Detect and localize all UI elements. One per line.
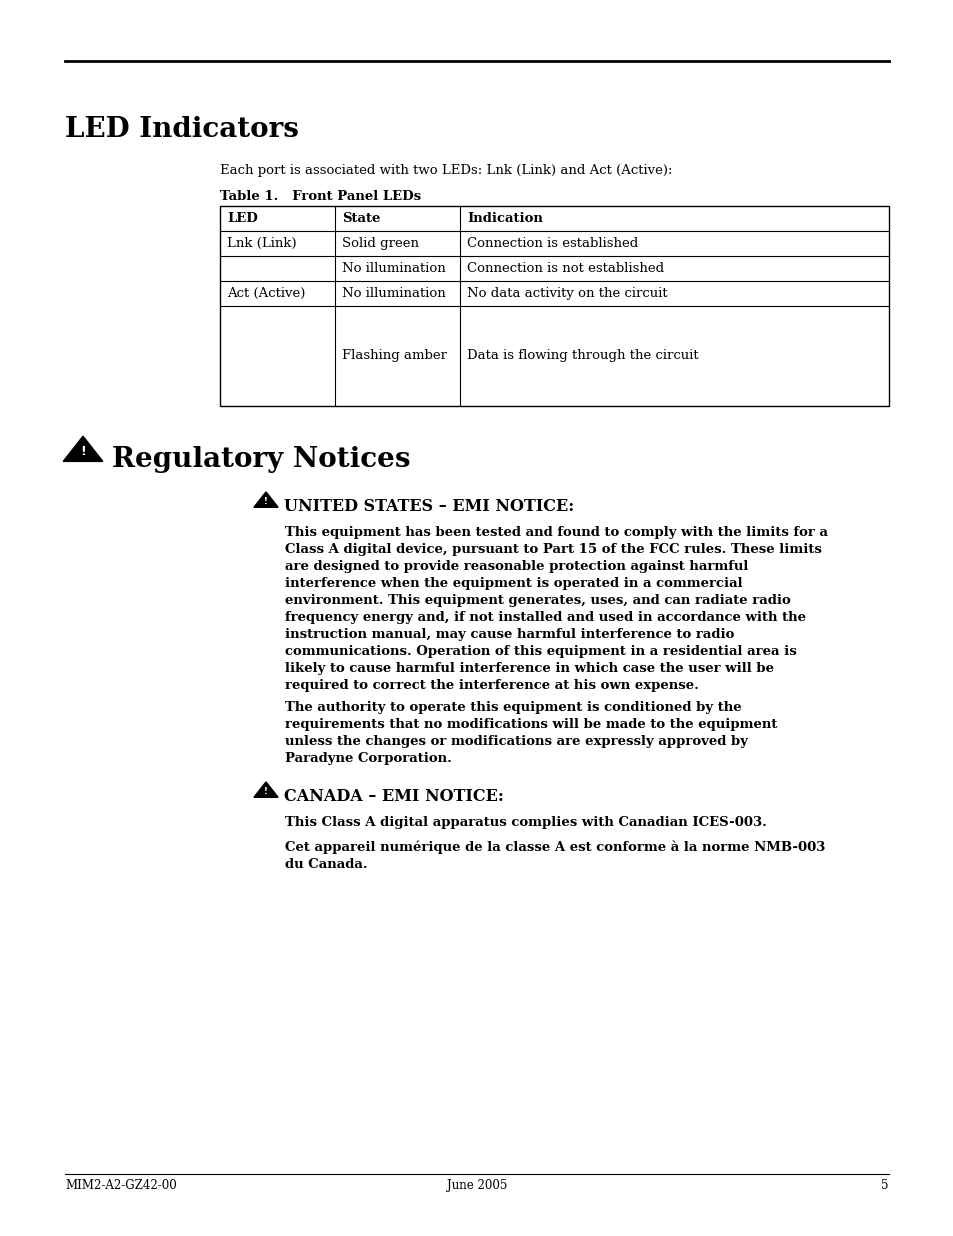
Text: Act (Active): Act (Active)	[227, 287, 305, 300]
Text: LED Indicators: LED Indicators	[65, 116, 298, 143]
Text: !: !	[80, 445, 86, 459]
Text: Indication: Indication	[467, 213, 542, 225]
Text: Solid green: Solid green	[341, 237, 418, 250]
Text: interference when the equipment is operated in a commercial: interference when the equipment is opera…	[285, 577, 741, 590]
Text: requirements that no modifications will be made to the equipment: requirements that no modifications will …	[285, 718, 777, 730]
Text: environment. This equipment generates, uses, and can radiate radio: environment. This equipment generates, u…	[285, 595, 790, 607]
Text: The authority to operate this equipment is conditioned by the: The authority to operate this equipment …	[285, 701, 740, 714]
Text: Regulatory Notices: Regulatory Notices	[112, 446, 410, 473]
Text: No illumination: No illumination	[341, 262, 445, 274]
Text: Class A digital device, pursuant to Part 15 of the FCC rules. These limits: Class A digital device, pursuant to Part…	[285, 543, 821, 556]
Text: Table 1.   Front Panel LEDs: Table 1. Front Panel LEDs	[220, 190, 420, 203]
Text: No data activity on the circuit: No data activity on the circuit	[467, 287, 667, 300]
Text: Each port is associated with two LEDs: Lnk (Link) and Act (Active):: Each port is associated with two LEDs: L…	[220, 164, 672, 177]
Text: required to correct the interference at his own expense.: required to correct the interference at …	[285, 679, 699, 692]
Text: Connection is established: Connection is established	[467, 237, 638, 250]
Text: likely to cause harmful interference in which case the user will be: likely to cause harmful interference in …	[285, 662, 773, 675]
Polygon shape	[63, 436, 103, 461]
Text: No illumination: No illumination	[341, 287, 445, 300]
Text: !: !	[264, 497, 268, 506]
Text: June 2005: June 2005	[446, 1179, 507, 1192]
Text: CANADA – EMI NOTICE:: CANADA – EMI NOTICE:	[283, 789, 503, 805]
Text: Cet appareil numérique de la classe A est conforme à la norme NMB-003: Cet appareil numérique de la classe A es…	[285, 840, 824, 854]
Text: du Canada.: du Canada.	[285, 858, 367, 871]
Text: Connection is not established: Connection is not established	[467, 262, 663, 274]
Polygon shape	[253, 492, 278, 507]
Text: This equipment has been tested and found to comply with the limits for a: This equipment has been tested and found…	[285, 527, 827, 539]
Text: MIM2-A2-GZ42-00: MIM2-A2-GZ42-00	[65, 1179, 176, 1192]
Text: UNITED STATES – EMI NOTICE:: UNITED STATES – EMI NOTICE:	[283, 498, 574, 515]
Text: Data is flowing through the circuit: Data is flowing through the circuit	[467, 350, 698, 362]
Text: unless the changes or modifications are expressly approved by: unless the changes or modifications are …	[285, 735, 747, 748]
Text: State: State	[341, 213, 380, 225]
Text: are designed to provide reasonable protection against harmful: are designed to provide reasonable prote…	[285, 560, 747, 574]
Text: Flashing amber: Flashing amber	[341, 350, 447, 362]
Text: communications. Operation of this equipment in a residential area is: communications. Operation of this equipm…	[285, 645, 796, 658]
Text: 5: 5	[881, 1179, 888, 1192]
Text: Paradyne Corporation.: Paradyne Corporation.	[285, 751, 452, 765]
Text: instruction manual, may cause harmful interference to radio: instruction manual, may cause harmful in…	[285, 628, 734, 641]
Text: !: !	[264, 787, 268, 796]
Text: LED: LED	[227, 213, 257, 225]
Bar	[220, 206, 888, 405]
Text: Lnk (Link): Lnk (Link)	[227, 237, 296, 250]
Polygon shape	[253, 782, 278, 797]
Text: This Class A digital apparatus complies with Canadian ICES-003.: This Class A digital apparatus complies …	[285, 816, 766, 829]
Text: frequency energy and, if not installed and used in accordance with the: frequency energy and, if not installed a…	[285, 611, 805, 624]
